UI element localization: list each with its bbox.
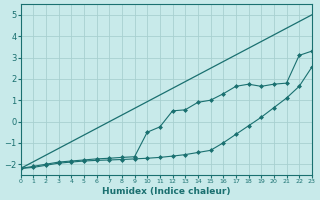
X-axis label: Humidex (Indice chaleur): Humidex (Indice chaleur)	[102, 187, 230, 196]
